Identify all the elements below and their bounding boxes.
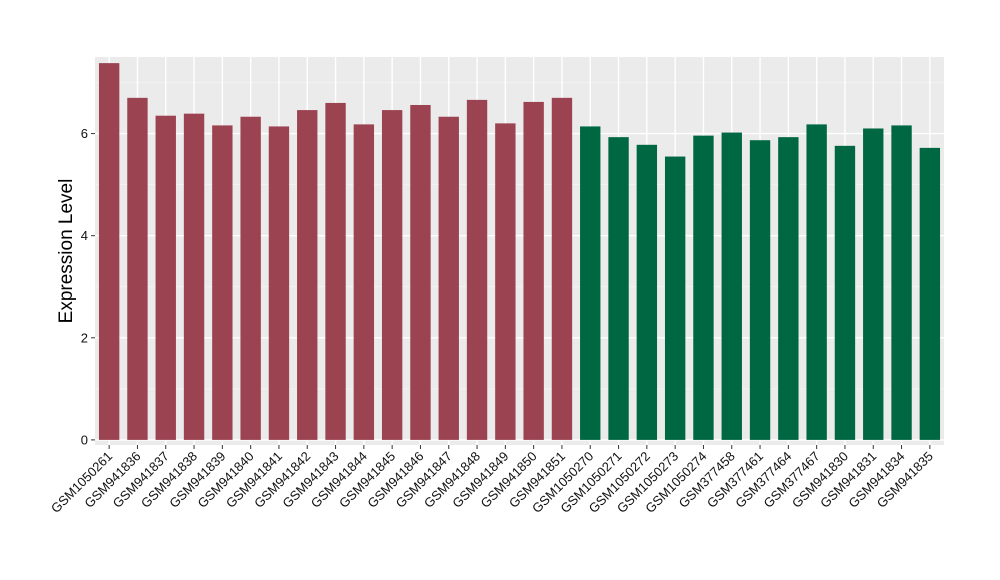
bar-GSM941849	[495, 123, 516, 440]
bar-GSM1050270	[580, 126, 601, 440]
bar-GSM941844	[353, 124, 375, 440]
x-axis: GSM1050261GSM941836GSM941837GSM941838GSM…	[48, 445, 936, 516]
bar-GSM1050273	[664, 156, 686, 440]
bar-GSM941841	[268, 126, 290, 440]
bar-GSM941846	[410, 104, 431, 440]
bar-GSM1050274	[693, 135, 714, 440]
bar-GSM941839	[212, 125, 233, 440]
plot-panel	[95, 57, 944, 445]
bar-GSM941836	[127, 97, 148, 440]
y-tick-label: 6	[81, 126, 88, 141]
bar-GSM1050261	[98, 63, 120, 440]
bar-GSM1050271	[608, 137, 629, 440]
bar-GSM941834	[891, 125, 912, 440]
y-tick-label: 2	[81, 330, 88, 345]
bar-GSM941835	[919, 147, 941, 440]
bar-GSM941843	[325, 102, 346, 440]
bar-GSM941845	[381, 110, 403, 440]
bar-GSM941851	[551, 97, 573, 440]
bar-GSM377461	[749, 140, 771, 440]
y-axis-title: Expression Level	[56, 179, 77, 324]
bar-GSM941847	[438, 116, 459, 440]
bar-GSM941837	[155, 115, 176, 440]
bar-GSM941842	[297, 110, 318, 440]
bar-GSM1050272	[636, 144, 658, 440]
bar-GSM941850	[523, 101, 544, 440]
bar-GSM941848	[466, 99, 488, 440]
y-tick-label: 0	[81, 432, 88, 447]
bar-GSM941830	[834, 145, 856, 440]
bar-GSM377458	[721, 132, 742, 440]
bars	[98, 63, 941, 440]
bar-GSM941840	[240, 116, 261, 440]
y-tick-label: 4	[81, 228, 88, 243]
bar-GSM941831	[863, 128, 884, 440]
y-axis: 0 2 4 6	[81, 126, 95, 447]
bar-GSM377464	[778, 137, 799, 440]
bar-GSM941838	[183, 113, 205, 440]
bar-GSM377467	[806, 124, 827, 440]
